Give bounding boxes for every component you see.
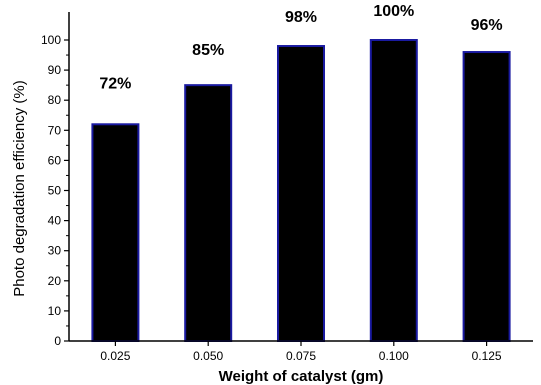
x-tick-label: 0.050 <box>193 349 223 363</box>
bar-value-label: 100% <box>373 3 414 20</box>
x-tick-label: 0.025 <box>100 349 130 363</box>
y-tick-label: 0 <box>54 334 61 348</box>
y-tick-label: 60 <box>48 153 62 167</box>
x-tick-label: 0.125 <box>472 349 502 363</box>
y-tick-label: 70 <box>48 123 62 137</box>
y-tick-label: 40 <box>48 214 62 228</box>
y-axis-ticks: 0 10 20 30 40 50 60 70 80 90 100 <box>41 33 69 348</box>
bar <box>91 123 140 342</box>
bar-value-label: 85% <box>192 42 224 59</box>
y-tick-label: 30 <box>48 244 62 258</box>
bar <box>184 84 233 343</box>
y-tick-label: 50 <box>48 184 62 198</box>
y-tick-label: 90 <box>48 63 62 77</box>
bar-value-label: 98% <box>285 9 317 26</box>
x-tick-label: 0.100 <box>379 349 409 363</box>
x-tick-label: 0.075 <box>286 349 316 363</box>
bars-layer <box>91 39 511 343</box>
y-tick-label: 80 <box>48 93 62 107</box>
y-axis-title: Photo degradation efficiency (%) <box>11 80 28 297</box>
bar-value-label: 96% <box>471 17 503 34</box>
bar <box>277 45 325 343</box>
bar <box>462 51 511 342</box>
y-tick-label: 20 <box>48 274 62 288</box>
bar <box>369 39 418 342</box>
y-tick-label: 100 <box>41 33 61 47</box>
x-axis-title: Weight of catalyst (gm) <box>219 368 384 385</box>
bar-value-label: 72% <box>99 75 131 92</box>
x-axis-ticks: 0.025 0.050 0.075 0.100 0.125 <box>100 341 502 363</box>
data-labels-layer: 72% 85% 98% 100% 96% <box>99 3 502 92</box>
y-tick-label: 10 <box>48 304 62 318</box>
